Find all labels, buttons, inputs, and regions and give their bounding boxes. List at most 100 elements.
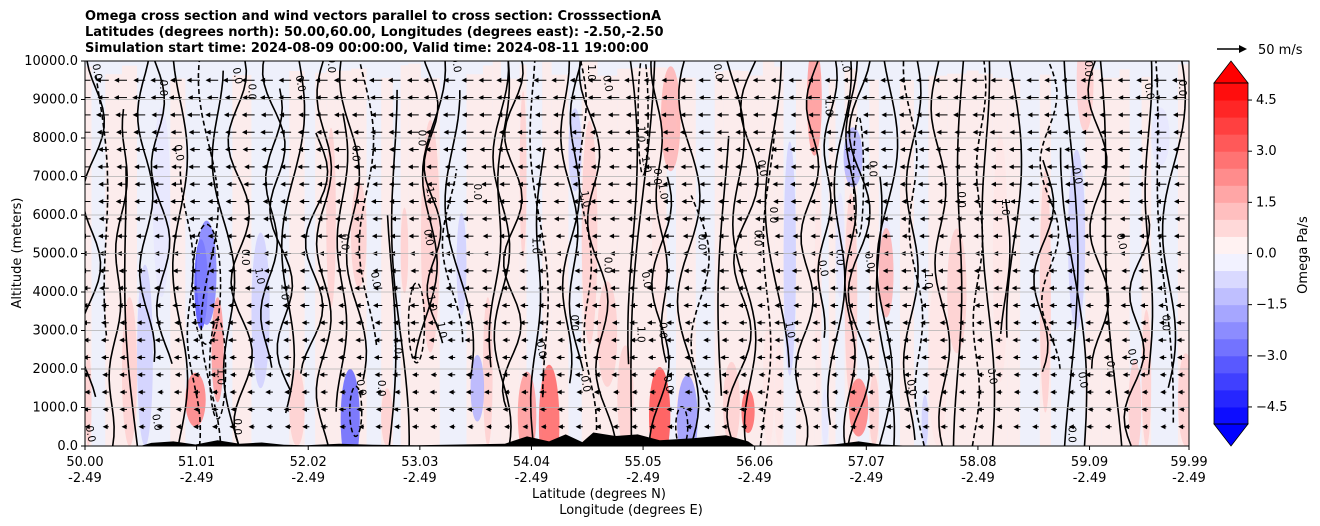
contour-line xyxy=(358,61,378,346)
wind-vector-head xyxy=(827,199,833,205)
wind-vector-head xyxy=(134,216,140,222)
wind-vector-head xyxy=(205,77,211,83)
wind-vector-head xyxy=(1029,216,1035,222)
colorbar-tick-label: 4.5 xyxy=(1256,93,1277,108)
wind-vector-head xyxy=(575,337,581,343)
wind-vector-head xyxy=(661,77,667,83)
wind-vector-head xyxy=(937,181,943,187)
wind-vector-head xyxy=(1159,372,1165,378)
wind-vector-head xyxy=(209,302,215,308)
omega-cell xyxy=(326,127,336,308)
wind-vector-head xyxy=(425,129,431,135)
wind-vector-head xyxy=(98,216,104,222)
wind-vector-head xyxy=(97,147,103,153)
wind-vector-head xyxy=(516,112,522,118)
wind-vector-head xyxy=(868,406,874,412)
colorbar-segment xyxy=(1214,253,1248,272)
wind-vector-head xyxy=(610,337,616,343)
wind-vector-head xyxy=(755,268,761,274)
wind-vector-head xyxy=(387,77,393,83)
wind-vector-head xyxy=(461,77,467,83)
omega-cell xyxy=(456,213,467,316)
wind-vector-head xyxy=(521,372,527,378)
wind-vector-head xyxy=(606,95,612,101)
contour-label: 0.0 xyxy=(89,63,104,82)
wind-vector-head xyxy=(1063,164,1069,170)
wind-vector-head xyxy=(774,233,780,239)
wind-vector-head xyxy=(297,129,303,135)
wind-vector-head xyxy=(503,389,509,395)
wind-vector-head xyxy=(630,337,636,343)
wind-vector-head xyxy=(881,164,887,170)
wind-vector-head xyxy=(266,406,272,412)
wind-vector-head xyxy=(502,372,508,378)
wind-vector-head xyxy=(699,199,705,205)
wind-vector-head xyxy=(171,147,177,153)
wind-vector-head xyxy=(973,268,979,274)
wind-vector-head xyxy=(155,320,161,326)
wind-vector-head xyxy=(647,268,653,274)
wind-vector-head xyxy=(971,95,977,101)
omega-cell xyxy=(482,297,493,446)
wind-vector-head xyxy=(389,164,395,170)
wind-vector-head xyxy=(463,233,469,239)
wind-vector-head xyxy=(190,302,196,308)
wind-vector-head xyxy=(918,164,924,170)
wind-vector-head xyxy=(716,129,722,135)
wind-vector-head xyxy=(207,216,213,222)
wind-vector-head xyxy=(188,129,194,135)
wind-vector-head xyxy=(260,129,266,135)
wind-vector-head xyxy=(849,389,855,395)
wind-vector-head xyxy=(683,302,689,308)
wind-vector-head xyxy=(1122,372,1128,378)
x-tick-label-lon: -2.49 xyxy=(738,471,772,486)
wind-vector-head xyxy=(609,233,615,239)
wind-vector-head xyxy=(261,147,267,153)
wind-vector-head xyxy=(1013,372,1019,378)
wind-vector-head xyxy=(1160,406,1166,412)
wind-vector-head xyxy=(990,181,996,187)
wind-vector-head xyxy=(594,337,600,343)
wind-vector-head xyxy=(352,77,358,83)
wind-vector-head xyxy=(863,147,869,153)
wind-vector-head xyxy=(154,268,160,274)
wind-vector-head xyxy=(154,233,160,239)
wind-vector-head xyxy=(447,337,453,343)
wind-vector-head xyxy=(193,372,199,378)
wind-vector-head xyxy=(553,199,559,205)
wind-vector-head xyxy=(556,285,562,291)
wind-vector-head xyxy=(336,285,342,291)
wind-vector-head xyxy=(336,233,342,239)
wind-vector-head xyxy=(500,216,506,222)
wind-vector-head xyxy=(812,389,818,395)
wind-vector-head xyxy=(1043,112,1049,118)
wind-vector-head xyxy=(719,285,725,291)
x-axis-label-latitude: Latitude (degrees N) xyxy=(532,487,666,502)
wind-vector-head xyxy=(428,354,434,360)
wind-vector-head xyxy=(846,233,852,239)
contour-line xyxy=(676,61,701,446)
wind-vector-head xyxy=(698,95,704,101)
wind-vector-head xyxy=(770,95,776,101)
wind-vector-head xyxy=(297,164,303,170)
wind-vector-head xyxy=(1104,389,1110,395)
wind-vector-head xyxy=(334,199,340,205)
wind-vector-head xyxy=(717,181,723,187)
wind-vector-head xyxy=(116,147,122,153)
contour-label: 0.0 xyxy=(601,257,613,274)
wind-vector-head xyxy=(102,372,108,378)
wind-vector-head xyxy=(227,302,233,308)
wind-vector-head xyxy=(1012,354,1018,360)
wind-vector-head xyxy=(862,129,868,135)
wind-vector-head xyxy=(1063,95,1069,101)
wind-vector-head xyxy=(551,77,557,83)
wind-vector-head xyxy=(629,320,635,326)
omega-cell xyxy=(581,120,598,345)
wind-vector-head xyxy=(972,181,978,187)
wind-vector-head xyxy=(283,337,289,343)
wind-vector-head xyxy=(394,389,400,395)
wind-vector-head xyxy=(884,320,890,326)
wind-vector-head xyxy=(315,95,321,101)
wind-vector-head xyxy=(246,320,252,326)
wind-vector-head xyxy=(956,216,962,222)
